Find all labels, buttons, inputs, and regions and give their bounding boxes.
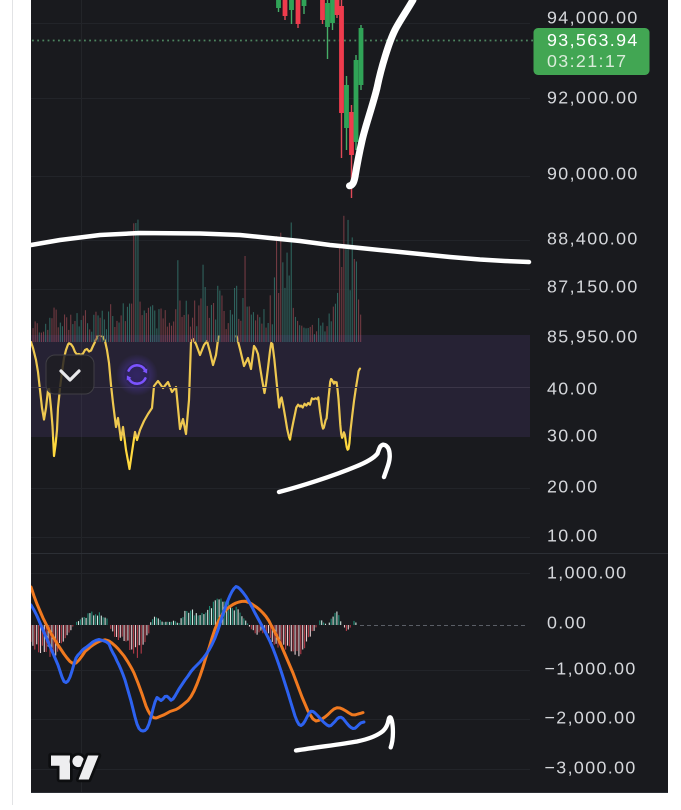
svg-text:93,563.94: 93,563.94: [547, 30, 639, 50]
svg-text:90,000.00: 90,000.00: [547, 164, 639, 184]
svg-text:85,950.00: 85,950.00: [547, 327, 639, 347]
svg-text:−1,000.00: −1,000.00: [545, 659, 637, 679]
svg-text:20.00: 20.00: [547, 477, 599, 497]
svg-text:94,000.00: 94,000.00: [547, 8, 639, 28]
svg-text:30.00: 30.00: [547, 426, 599, 446]
svg-text:0.00: 0.00: [547, 613, 587, 633]
svg-text:10.00: 10.00: [547, 526, 599, 546]
svg-text:−3,000.00: −3,000.00: [545, 758, 637, 778]
svg-text:1,000.00: 1,000.00: [547, 563, 627, 583]
svg-text:87,150.00: 87,150.00: [547, 277, 639, 297]
svg-text:88,400.00: 88,400.00: [547, 229, 639, 249]
svg-text:−2,000.00: −2,000.00: [545, 708, 637, 728]
svg-text:40.00: 40.00: [547, 379, 599, 399]
svg-text:92,000.00: 92,000.00: [547, 88, 639, 108]
svg-text:03:21:17: 03:21:17: [547, 51, 627, 71]
